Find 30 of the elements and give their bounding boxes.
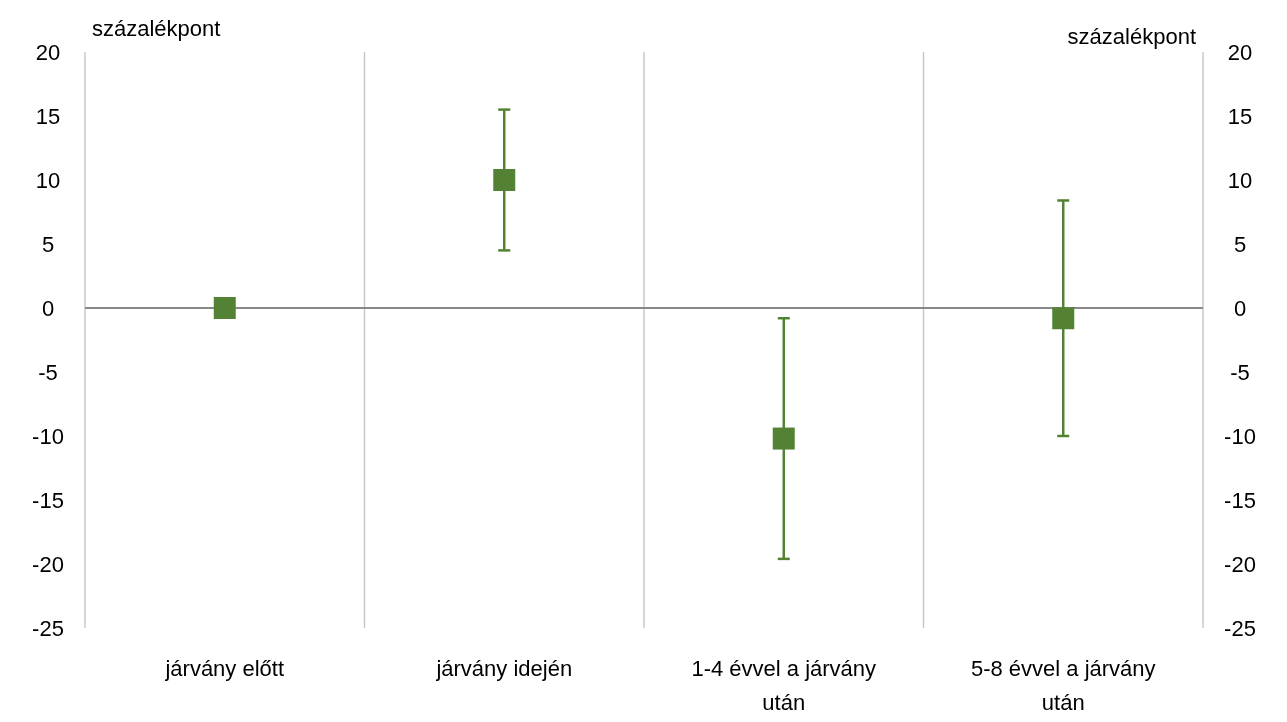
x-tick-label: 1-4 évvel a járvány után — [691, 656, 877, 715]
y2-tick-label: -25 — [1224, 615, 1256, 641]
y-tick-label: 5 — [41, 231, 55, 257]
y-tick-label: 15 — [35, 103, 61, 129]
y2-tick-label: 10 — [1227, 167, 1253, 193]
y-tick-label: 0 — [41, 295, 55, 321]
y-axis-title: százalékpont — [92, 16, 221, 41]
y-tick-label: -20 — [32, 551, 64, 577]
point — [493, 169, 516, 191]
point — [772, 427, 795, 450]
y2-tick-label: -20 — [1224, 551, 1256, 577]
y2-tick-label: 0 — [1233, 295, 1247, 321]
point — [213, 297, 236, 319]
y2-tick-label: -5 — [1230, 359, 1250, 385]
y-tick-label: 20 — [35, 39, 61, 65]
y2-axis-title: százalékpont — [1067, 24, 1196, 49]
y2-tick-label: -15 — [1224, 487, 1256, 513]
x-tick-label: járvány előtt — [164, 656, 285, 681]
y-tick-label: -10 — [32, 423, 64, 449]
point — [1052, 307, 1075, 330]
y-tick-label: -15 — [32, 487, 64, 513]
y2-tick-label: 20 — [1227, 39, 1253, 65]
y-tick-label: -5 — [38, 359, 58, 385]
x-tick-label: járvány idején — [435, 656, 573, 681]
y2-tick-label: -10 — [1224, 423, 1256, 449]
y-tick-label: -25 — [32, 615, 64, 641]
y-tick-label: 10 — [35, 167, 61, 193]
y2-tick-label: 15 — [1227, 103, 1253, 129]
y2-tick-label: 5 — [1233, 231, 1247, 257]
x-tick-label: 5-8 évvel a járvány után — [970, 656, 1156, 715]
